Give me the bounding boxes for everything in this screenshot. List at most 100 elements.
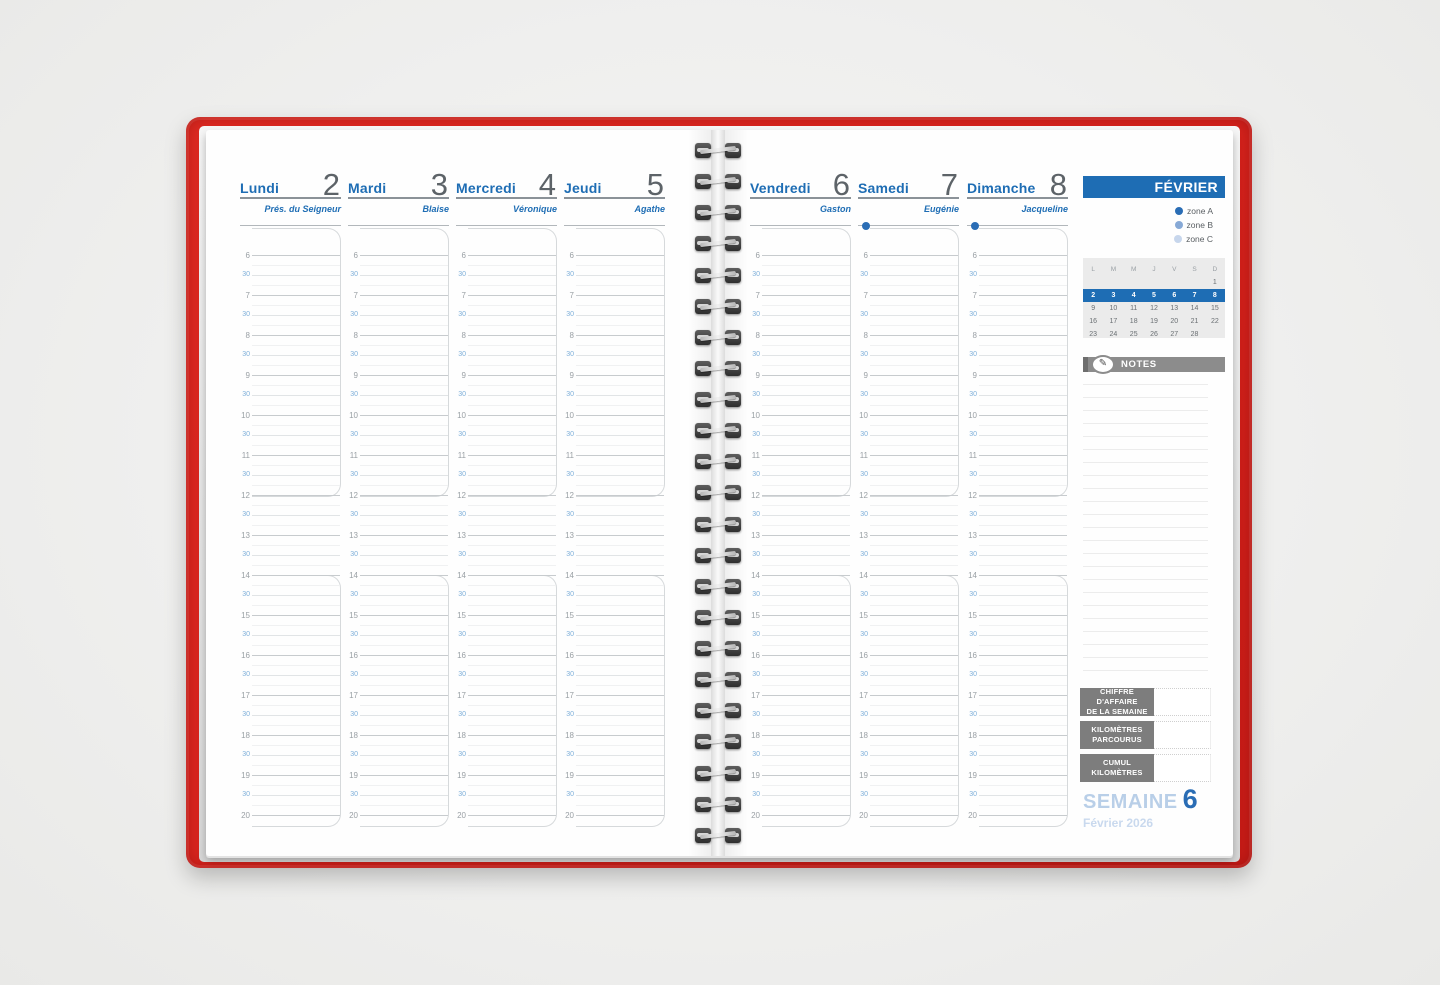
half-hour-line — [468, 795, 556, 796]
quarter-line — [252, 365, 340, 366]
hour-label: 17 — [968, 691, 977, 700]
calendar-cell: 17 — [1109, 318, 1118, 325]
quarter-line — [979, 725, 1067, 726]
hour-label: 19 — [349, 771, 358, 780]
calendar-cell: 12 — [1150, 305, 1158, 312]
half-hour-label: 30 — [752, 551, 760, 558]
quarter-line — [252, 505, 340, 506]
half-hour-line — [762, 555, 850, 556]
half-hour-line — [979, 675, 1067, 676]
hour-label: 19 — [751, 771, 760, 780]
note-line — [1083, 644, 1208, 645]
quarter-line — [468, 605, 556, 606]
hour-label: 20 — [457, 811, 466, 820]
hour-label: 16 — [349, 651, 358, 660]
hour-line — [576, 375, 664, 376]
hour-line — [979, 335, 1067, 336]
hour-label: 12 — [349, 491, 358, 500]
spiral-binding — [695, 142, 741, 846]
quarter-line — [252, 785, 340, 786]
half-hour-line — [576, 355, 664, 356]
calendar-cell: 22 — [1210, 318, 1219, 325]
quarter-line — [762, 585, 850, 586]
day-header: Mercredi 4 Véronique — [456, 168, 557, 226]
hour-line — [576, 255, 664, 256]
half-hour-line — [468, 515, 556, 516]
note-line — [1083, 475, 1208, 476]
calendar-current-week-row: 2 3 4 5 6 7 8 — [1083, 289, 1225, 302]
calendar-cell: 13 — [1170, 305, 1179, 312]
hour-line — [360, 255, 448, 256]
day-column-lundi: Lundi 2 Prés. du Seigneur 6 30 7 30 8 30 9 30 10 30 1… — [240, 130, 341, 856]
calendar-cell: 7 — [1192, 292, 1197, 299]
quarter-line — [360, 565, 448, 566]
half-hour-label: 30 — [969, 351, 977, 358]
half-hour-line — [979, 555, 1067, 556]
quarter-line — [252, 285, 340, 286]
half-hour-line — [252, 515, 340, 516]
quarter-line — [468, 685, 556, 686]
quarter-line — [252, 545, 340, 546]
quarter-line — [360, 385, 448, 386]
quarter-line — [360, 805, 448, 806]
hour-label: 17 — [349, 691, 358, 700]
hour-label: 12 — [859, 491, 868, 500]
half-hour-label: 30 — [458, 351, 466, 358]
half-hour-line — [762, 395, 850, 396]
hour-label: 20 — [751, 811, 760, 820]
hour-line — [979, 415, 1067, 416]
quarter-line — [576, 605, 664, 606]
half-hour-label: 30 — [566, 711, 574, 718]
quarter-line — [360, 445, 448, 446]
quarter-line — [576, 725, 664, 726]
open-week-spread: Lundi 2 Prés. du Seigneur 6 30 7 30 8 30 9 30 10 30 1… — [206, 130, 1233, 856]
quarter-line — [360, 485, 448, 486]
hour-line — [762, 335, 850, 336]
half-hour-label: 30 — [752, 391, 760, 398]
half-hour-line — [979, 395, 1067, 396]
half-hour-line — [870, 355, 958, 356]
half-hour-label: 30 — [242, 391, 250, 398]
quarter-line — [576, 285, 664, 286]
quarter-line — [979, 505, 1067, 506]
half-hour-line — [870, 595, 958, 596]
quarter-line — [979, 365, 1067, 366]
quarter-line — [360, 745, 448, 746]
quarter-line — [762, 625, 850, 626]
hour-line — [252, 735, 340, 736]
half-hour-label: 30 — [242, 271, 250, 278]
hour-label: 20 — [349, 811, 358, 820]
quarter-line — [979, 485, 1067, 486]
quarter-line — [252, 485, 340, 486]
quarter-line — [468, 325, 556, 326]
day-column-vendredi: Vendredi 6 Gaston 6 30 7 30 8 30 9 30 10 30 11 30 12 30 1… — [750, 130, 851, 856]
hour-label: 13 — [349, 531, 358, 540]
calendar-week-row: 9 10 11 12 13 14 15 — [1083, 302, 1225, 315]
afternoon-block — [870, 575, 959, 827]
hour-line — [762, 815, 850, 816]
half-hour-label: 30 — [860, 791, 868, 798]
calendar-cell: 9 — [1091, 305, 1096, 312]
half-hour-label: 30 — [860, 471, 868, 478]
quarter-line — [979, 625, 1067, 626]
hour-label: 6 — [245, 251, 250, 260]
zone-legend-row: zone C — [1174, 232, 1213, 246]
quarter-line — [576, 325, 664, 326]
half-hour-line — [979, 635, 1067, 636]
half-hour-line — [576, 275, 664, 276]
hour-label: 19 — [859, 771, 868, 780]
hour-label: 17 — [751, 691, 760, 700]
hour-line — [576, 695, 664, 696]
half-hour-line — [468, 635, 556, 636]
hour-label: 12 — [457, 491, 466, 500]
quarter-line — [870, 665, 958, 666]
summary-label-line: PARCOURUS — [1092, 735, 1142, 744]
half-hour-label: 30 — [860, 431, 868, 438]
half-hour-label: 30 — [860, 311, 868, 318]
hour-line — [762, 655, 850, 656]
half-hour-line — [576, 795, 664, 796]
morning-block — [360, 228, 449, 497]
spiral-loop — [695, 516, 741, 535]
day-column-samedi: Samedi 7 Eugénie 6 30 7 30 8 30 9 30 10 30 11 30 12 30 13… — [858, 130, 959, 856]
note-line — [1083, 384, 1208, 385]
